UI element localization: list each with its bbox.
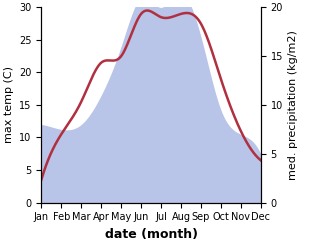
Y-axis label: med. precipitation (kg/m2): med. precipitation (kg/m2)	[288, 30, 298, 180]
X-axis label: date (month): date (month)	[105, 228, 197, 241]
Y-axis label: max temp (C): max temp (C)	[3, 66, 14, 144]
